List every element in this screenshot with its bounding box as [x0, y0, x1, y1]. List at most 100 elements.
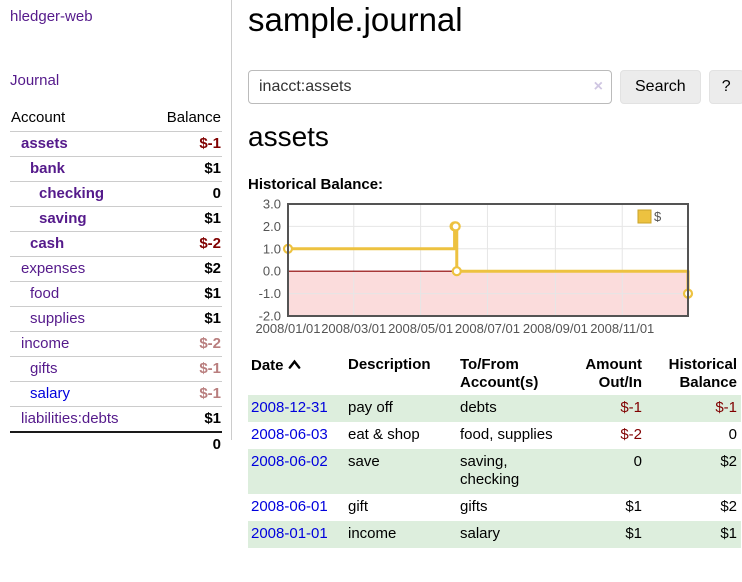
transaction-amount: $-1 [620, 399, 642, 416]
account-balance: $1 [149, 406, 222, 432]
transaction-date-link[interactable]: 2008-12-31 [251, 399, 328, 416]
account-balance-rows: assets $-1 bank $1 checking 0 saving $1 cash $-2 e… [10, 131, 222, 457]
legend-label: $ [654, 209, 662, 224]
account-row: food $1 [10, 281, 222, 307]
search-form: × Search ? [248, 70, 742, 104]
account-link[interactable]: cash [30, 235, 65, 252]
transaction-accounts: debts [460, 399, 497, 416]
transaction-date-link[interactable]: 2008-06-02 [251, 453, 328, 470]
x-tick-label: 2008/07/01 [455, 321, 520, 336]
chart-title: Historical Balance: [248, 176, 384, 193]
journal-row: Journal [10, 72, 231, 90]
x-tick-label: 2008/09/01 [523, 321, 588, 336]
transaction-row: 2008-01-01 income salary $1 $1 [248, 521, 741, 548]
account-balance: $-1 [149, 131, 222, 157]
account-balance: $-2 [149, 231, 222, 257]
account-balance-table: Account Balance assets $-1 bank $1 checking 0… [10, 106, 222, 457]
sort-asc-icon [288, 356, 301, 374]
x-tick-label: 2008/11/01 [590, 321, 654, 336]
data-point-marker [451, 266, 462, 277]
search-button[interactable]: Search [620, 70, 701, 104]
account-heading: assets [248, 121, 329, 152]
account-row: gifts $-1 [10, 356, 222, 382]
transaction-amount: 0 [633, 453, 642, 470]
plot-border [287, 203, 689, 317]
account-balance: $1 [149, 156, 222, 182]
register-header-row: Date Description To/From Account(s) Amount … [248, 354, 741, 395]
account-balance: $1 [149, 206, 222, 232]
sidebar-item-journal[interactable]: Journal [10, 72, 60, 89]
account-balance: $1 [149, 281, 222, 307]
transaction-amount: $1 [625, 525, 642, 542]
account-link[interactable]: salary [30, 385, 71, 402]
register-header-description: Description [348, 356, 431, 373]
register-header-to-from-account-s-: To/From Account(s) [460, 356, 539, 391]
account-row: cash $-2 [10, 231, 222, 257]
register-table: Date Description To/From Account(s) Amount … [248, 354, 741, 548]
transaction-amount: $-2 [620, 426, 642, 443]
main-content: sample.journal × Search ? assets Histori… [248, 0, 742, 548]
x-tick-label: 2008/05/01 [388, 321, 453, 336]
account-link[interactable]: expenses [21, 260, 86, 277]
account-balance: $1 [149, 306, 222, 332]
y-tick-label: -1.0 [259, 286, 281, 301]
transaction-balance: $-1 [715, 399, 737, 416]
transaction-accounts: food, supplies [460, 426, 553, 443]
transaction-description: pay off [348, 399, 393, 416]
account-row: checking 0 [10, 181, 222, 207]
transaction-row: 2008-06-02 save saving, checking 0 $2 [248, 449, 741, 494]
account-balance: $2 [149, 256, 222, 282]
app-title-link[interactable]: hledger-web [10, 8, 93, 25]
account-link[interactable]: income [21, 335, 70, 352]
account-row: salary $-1 [10, 381, 222, 407]
account-row: bank $1 [10, 156, 222, 182]
register-header-historical-balance: Historical Balance [668, 356, 737, 391]
account-balance: 0 [149, 181, 222, 207]
page-title: sample.journal [248, 1, 463, 38]
register-header-amount-out-in: Amount Out/In [585, 356, 642, 391]
transaction-balance: $2 [720, 498, 737, 515]
transaction-date-link[interactable]: 2008-06-01 [251, 498, 328, 515]
y-tick-label: 1.0 [263, 241, 281, 256]
clear-search-icon[interactable]: × [593, 78, 603, 95]
account-link[interactable]: liabilities:debts [21, 410, 119, 427]
account-row: saving $1 [10, 206, 222, 232]
account-balance: $-1 [149, 356, 222, 382]
account-link[interactable]: food [30, 285, 60, 302]
account-link[interactable]: assets [21, 135, 68, 152]
sidebar: hledger-web Journal Account Balance asse… [0, 0, 232, 457]
y-tick-label: -2.0 [259, 309, 281, 324]
transaction-row: 2008-12-31 pay off debts $-1 $-1 [248, 395, 741, 422]
register-header-date[interactable]: Date [248, 354, 345, 395]
account-link[interactable]: checking [39, 185, 105, 202]
account-column-header: Account [11, 109, 66, 126]
help-button[interactable]: ? [708, 70, 742, 104]
search-input[interactable] [248, 70, 612, 104]
account-link[interactable]: bank [30, 160, 66, 177]
transaction-date-link[interactable]: 2008-06-03 [251, 426, 328, 443]
app-title-row: hledger-web [10, 8, 231, 26]
data-point-marker [450, 221, 461, 232]
x-tick-label: 2008/03/01 [321, 321, 386, 336]
account-balance: $-1 [149, 381, 222, 407]
account-link[interactable]: supplies [30, 310, 86, 327]
transaction-row: 2008-06-01 gift gifts $1 $2 [248, 494, 741, 521]
transaction-accounts: salary [460, 525, 501, 542]
transaction-date-link[interactable]: 2008-01-01 [251, 525, 328, 542]
total-row: 0 [10, 431, 222, 457]
transaction-accounts: saving, checking [460, 453, 520, 488]
y-tick-label: 2.0 [263, 219, 281, 234]
account-link[interactable]: saving [39, 210, 87, 227]
account-row: expenses $2 [10, 256, 222, 282]
total-balance: 0 [149, 431, 222, 457]
transaction-accounts: gifts [460, 498, 488, 515]
transaction-balance: $2 [720, 453, 737, 470]
account-row: assets $-1 [10, 131, 222, 157]
transaction-description: gift [348, 498, 369, 515]
account-link[interactable]: gifts [30, 360, 58, 377]
account-row: liabilities:debts $1 [10, 406, 222, 432]
transaction-balance: 0 [728, 426, 737, 443]
balance-column-header: Balance [166, 109, 221, 126]
transaction-description: eat & shop [348, 426, 420, 443]
